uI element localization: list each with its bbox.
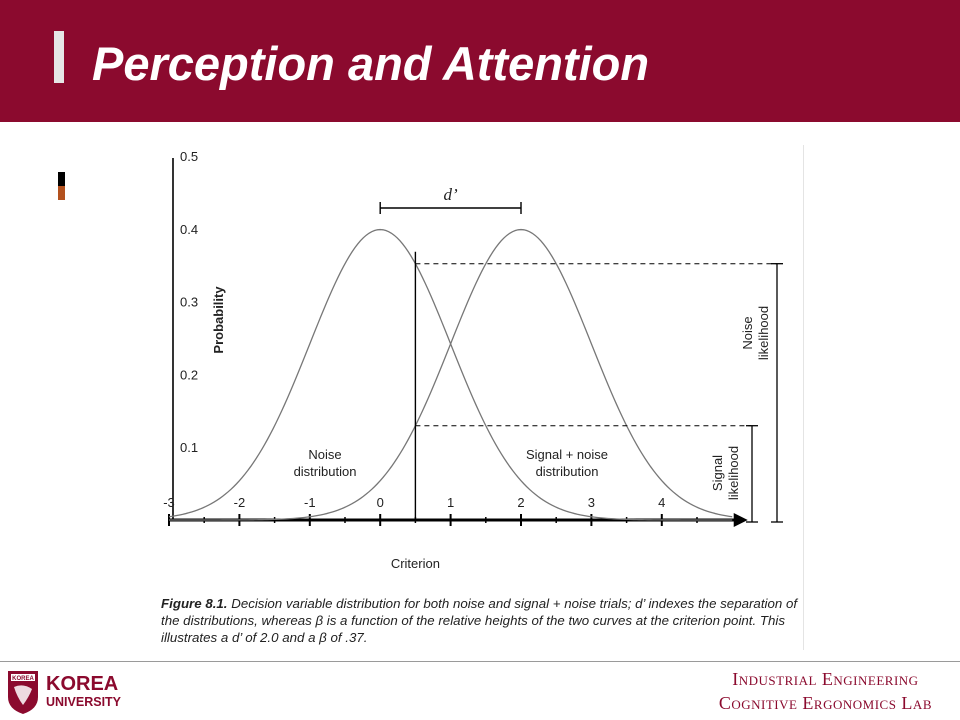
y-tick-label: 0.3	[180, 295, 198, 310]
title-bar: Perception and Attention	[0, 0, 960, 122]
lab-name: Industrial Engineering Cognitive Ergonom…	[719, 667, 932, 715]
korea-university-logo: KOREA KOREA UNIVERSITY	[6, 667, 141, 715]
criterion-label: Criterion	[391, 556, 440, 571]
caption-label: Figure 8.1.	[161, 596, 228, 611]
signal-distribution-label-2: distribution	[536, 464, 599, 479]
x-tick-label: 2	[517, 495, 524, 510]
signal-distribution-label-1: Signal + noise	[526, 447, 608, 462]
footer-divider	[0, 661, 960, 662]
x-tick-label: 4	[658, 495, 665, 510]
x-tick-label: 1	[447, 495, 454, 510]
logo-university: UNIVERSITY	[46, 695, 122, 709]
seal-tiger	[14, 685, 32, 705]
seal-text: KOREA	[12, 676, 34, 682]
y-tick-label: 0.4	[180, 222, 198, 237]
figure: 0.5 0.4 0.3 0.2 0.1 Probability -3 -2 -1 0 1 2 3 4 Cr…	[155, 145, 805, 650]
seal-band	[11, 674, 35, 681]
noise-distribution-label-2: distribution	[294, 464, 357, 479]
x-tick-label: -3	[163, 495, 175, 510]
noise-likelihood-label-1: Noise	[740, 316, 755, 349]
signal-likelihood-label-1: Signal	[710, 455, 725, 491]
dprime-label: d’	[444, 185, 459, 204]
university-logo-graphic: KOREA KOREA UNIVERSITY	[8, 671, 122, 714]
noise-likelihood-label-2: likelihood	[756, 306, 771, 360]
figure-edge	[803, 145, 804, 650]
logo-korea: KOREA	[46, 673, 118, 695]
sdt-chart: 0.5 0.4 0.3 0.2 0.1 Probability -3 -2 -1 0 1 2 3 4 Cr…	[163, 149, 783, 571]
x-axis-arrow	[733, 513, 748, 527]
x-tick-label: 3	[588, 495, 595, 510]
axes-group: 0.5 0.4 0.3 0.2 0.1 Probability -3 -2 -1 0 1 2 3 4	[163, 149, 748, 527]
x-tick-label: -2	[234, 495, 246, 510]
lab-name-line1: Industrial Engineering	[732, 669, 919, 689]
y-axis-title: Probability	[211, 286, 226, 354]
x-tick-label: 0	[377, 495, 384, 510]
curves-group	[168, 228, 733, 521]
title-accent-bar	[54, 31, 64, 83]
signal-likelihood-label-2: likelihood	[726, 446, 741, 500]
noise-distribution-label-1: Noise	[308, 447, 341, 462]
bullet-marker-bottom	[58, 186, 65, 200]
y-tick-label: 0.5	[180, 149, 198, 164]
noise-curve	[168, 228, 733, 521]
y-tick-label: 0.2	[180, 367, 198, 382]
slide-title: Perception and Attention	[92, 37, 650, 90]
lab-name-line2: Cognitive Ergonomics Lab	[718, 693, 932, 713]
y-tick-label: 0.1	[180, 440, 198, 455]
caption-text: Decision variable distribution for both …	[161, 596, 798, 645]
bullet-marker-top	[58, 172, 65, 186]
signal-noise-curve	[169, 228, 733, 521]
x-tick-label: -1	[304, 495, 316, 510]
figure-caption: Figure 8.1. Decision variable distributi…	[161, 595, 801, 646]
